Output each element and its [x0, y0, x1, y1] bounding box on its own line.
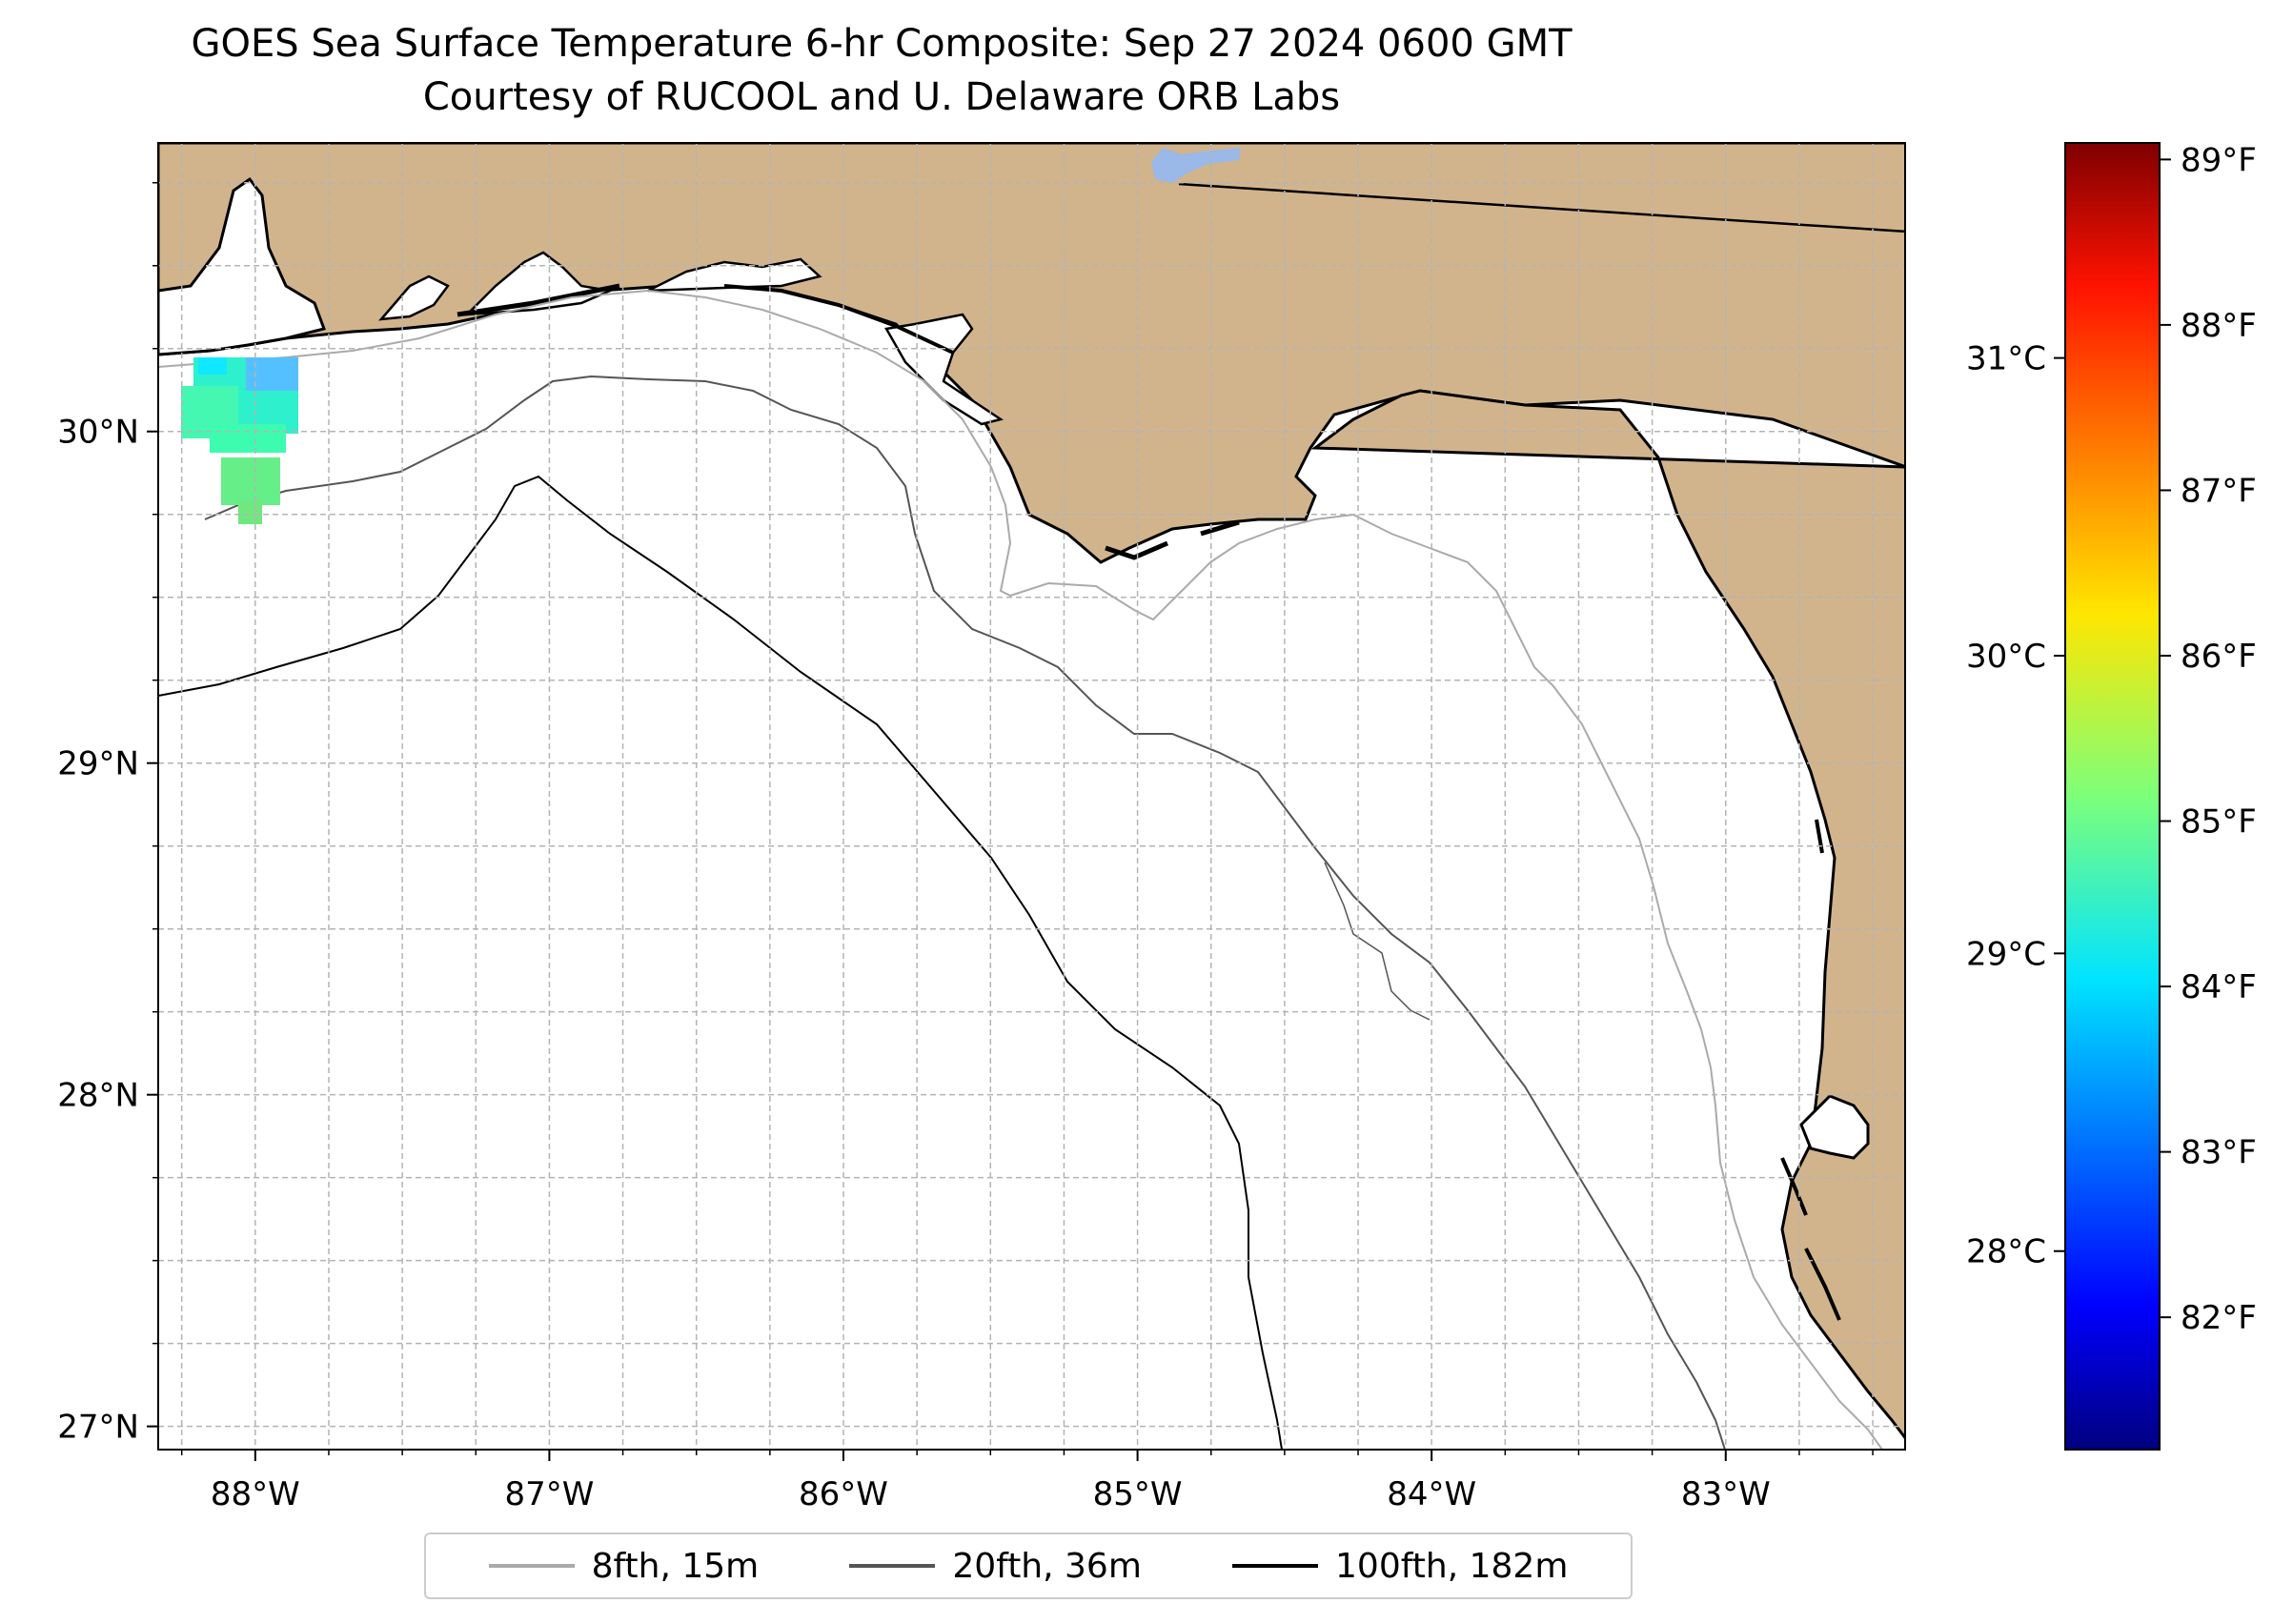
- barrier-island: [457, 283, 620, 317]
- map-gridlines: [158, 143, 1905, 1450]
- x-tick-label: 86°W: [799, 1475, 888, 1513]
- tampa-bay: [1799, 1094, 1870, 1160]
- bay-1: [378, 274, 450, 321]
- barrier-island: [1105, 540, 1168, 560]
- legend-label-8fth: 8fth, 15m: [591, 1546, 760, 1586]
- legend-line-8fth: [488, 1564, 575, 1568]
- y-tick-label: 27°N: [57, 1409, 139, 1447]
- legend-item-8fth: 8fth, 15m: [488, 1546, 760, 1586]
- map-frame: [157, 142, 1906, 1451]
- colorbar-c-label: 29°C: [1966, 935, 2046, 973]
- y-tick-label: 30°N: [57, 414, 139, 452]
- colorbar-f-label: 84°F: [2181, 968, 2257, 1006]
- chart-title: GOES Sea Surface Temperature 6-hr Compos…: [191, 22, 1573, 66]
- barrier-island: [1815, 819, 1824, 854]
- y-tick-label: 29°N: [57, 745, 139, 783]
- x-tick-label: 85°W: [1093, 1475, 1183, 1513]
- isobath-20fth: [204, 375, 1726, 1450]
- legend-label-100fth: 100fth, 182m: [1335, 1546, 1569, 1586]
- legend-line-20fth: [849, 1564, 936, 1568]
- x-tick-label: 88°W: [211, 1475, 300, 1513]
- colorbar-f-label: 87°F: [2181, 472, 2257, 510]
- map-axis-ticks: 88°W 87°W 86°W 85°W 84°W 83°W 27°N 28°N 29°N 30°N: [57, 182, 1874, 1513]
- mobile-bay: [158, 176, 326, 356]
- isobath-100fth: [158, 475, 1283, 1450]
- colorbar-c-label: 28°C: [1966, 1233, 2046, 1271]
- colorbar-f-label: 85°F: [2181, 803, 2257, 842]
- bay-2: [463, 251, 615, 316]
- colorbar-f-label: 89°F: [2181, 141, 2257, 179]
- isobath-20fth: [1324, 862, 1431, 1021]
- map-area: [158, 143, 1905, 1450]
- barrier-island: [723, 284, 954, 355]
- legend-item-100fth: 100fth, 182m: [1232, 1547, 1568, 1586]
- colorbar-f-label: 88°F: [2181, 307, 2257, 345]
- legend-item-20fth: 20fth, 36m: [849, 1547, 1142, 1586]
- colorbar-c-label: 31°C: [1966, 340, 2046, 378]
- colorbar-c-label: 30°C: [1966, 638, 2046, 676]
- colorbar-f-label: 82°F: [2181, 1299, 2257, 1337]
- land-florida: [1310, 389, 1905, 1441]
- lake: [1151, 148, 1241, 183]
- legend-line-100fth: [1232, 1564, 1319, 1568]
- isobath-8fth: [158, 289, 1883, 1450]
- x-tick-label: 84°W: [1387, 1475, 1476, 1513]
- legend: 8fth, 15m 20fth, 36m 100fth, 182m: [424, 1533, 1633, 1599]
- barrier-island: [1200, 519, 1240, 537]
- colorbar-f-label: 86°F: [2181, 638, 2257, 676]
- y-tick-label: 28°N: [57, 1077, 139, 1115]
- x-tick-label: 83°W: [1681, 1475, 1771, 1513]
- chart-subtitle: Courtesy of RUCOOL and U. Delaware ORB L…: [422, 75, 1341, 119]
- colorbar-ticks: 82°F 83°F 84°F 85°F 86°F 87°F 88°F 89°F 28°C 29°C…: [1966, 141, 2257, 1337]
- x-tick-label: 87°W: [504, 1475, 594, 1513]
- legend-label-20fth: 20fth, 36m: [952, 1546, 1142, 1586]
- state-border: [1178, 182, 1905, 233]
- colorbar: [2064, 142, 2161, 1451]
- barrier-island: [1780, 1157, 1808, 1216]
- colorbar-f-label: 83°F: [2181, 1134, 2257, 1172]
